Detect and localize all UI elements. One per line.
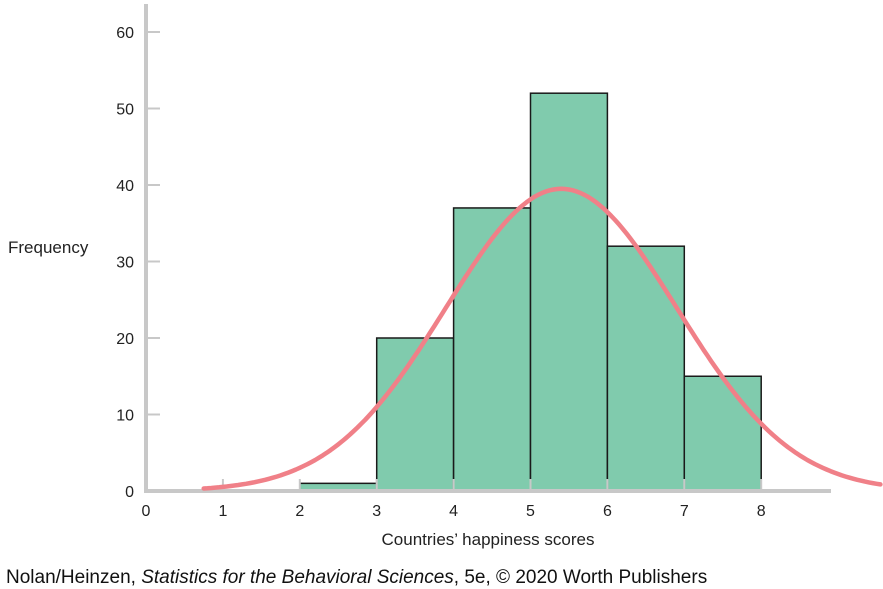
y-tick-label-10: 10 xyxy=(116,408,134,425)
histogram-bar-5 xyxy=(606,245,686,492)
x-tick-label-4: 4 xyxy=(449,503,458,520)
labels-layer: 0 10 20 30 40 50 60 0 1 2 3 4 5 6 7 8 xyxy=(116,25,766,520)
y-axis-title: Frequency xyxy=(8,238,89,257)
figure-caption: Nolan/Heinzen, Statistics for the Behavi… xyxy=(6,567,707,588)
x-axis-title: Countries’ happiness scores xyxy=(382,530,595,549)
x-tick-label-1: 1 xyxy=(218,503,227,520)
x-tick-label-0: 0 xyxy=(142,503,151,520)
y-tick-label-0: 0 xyxy=(125,484,134,501)
caption-authors: Nolan/Heinzen, xyxy=(6,567,141,588)
y-tick-label-60: 60 xyxy=(116,25,134,42)
histogram-bar-2 xyxy=(375,337,455,492)
axes-layer xyxy=(144,4,831,493)
y-tick-label-50: 50 xyxy=(116,102,134,119)
x-tick-label-8: 8 xyxy=(757,503,766,520)
y-tick-label-20: 20 xyxy=(116,331,134,348)
x-tick-label-5: 5 xyxy=(526,503,535,520)
x-tick-label-3: 3 xyxy=(372,503,381,520)
x-tick-label-6: 6 xyxy=(603,503,612,520)
x-tick-label-2: 2 xyxy=(295,503,304,520)
x-tick-label-7: 7 xyxy=(680,503,689,520)
histogram-bar-6 xyxy=(683,375,762,492)
caption-book-title: Statistics for the Behavioral Sciences xyxy=(141,567,454,588)
y-tick-label-40: 40 xyxy=(116,178,134,195)
histogram-bar-3 xyxy=(452,207,532,492)
curve-layer xyxy=(201,186,883,491)
caption-edition: , 5e, © 2020 Worth Publishers xyxy=(454,567,707,588)
normal-curve xyxy=(201,186,883,491)
histogram-bar-4 xyxy=(529,92,609,492)
bars-layer xyxy=(299,92,762,492)
y-tick-label-30: 30 xyxy=(116,255,134,272)
